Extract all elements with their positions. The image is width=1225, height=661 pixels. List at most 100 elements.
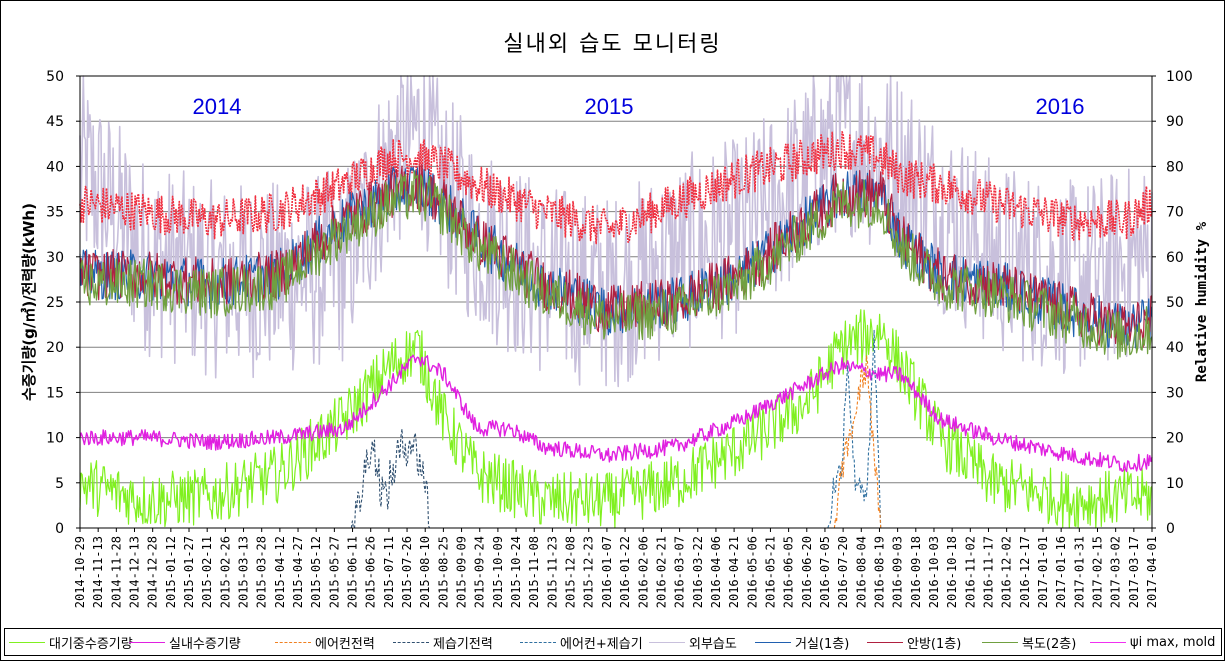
x-tick-label: 2015-11-23 xyxy=(545,536,559,608)
x-tick-label: 2014-11-13 xyxy=(91,536,105,608)
series-line xyxy=(833,355,882,529)
x-tick-label: 2016-09-18 xyxy=(909,536,923,608)
x-tick-label: 2015-07-11 xyxy=(382,536,396,608)
legend-swatch xyxy=(9,641,45,643)
x-tick-label: 2017-03-02 xyxy=(1109,536,1123,608)
legend-item: 외부습도 xyxy=(649,633,737,652)
series-line xyxy=(827,329,882,529)
x-tick-label: 2016-10-03 xyxy=(927,536,941,608)
y-right-tick-label: 30 xyxy=(1166,385,1184,401)
series-line xyxy=(79,131,1153,245)
x-tick-label: 2015-06-11 xyxy=(346,536,360,608)
x-tick-label: 2015-06-26 xyxy=(364,536,378,608)
legend-item: 거실(1층) xyxy=(755,633,850,652)
y-left-tick-label: 20 xyxy=(46,340,64,356)
x-tick-label: 2015-02-11 xyxy=(200,536,214,608)
legend-item: 제습기전력 xyxy=(393,633,493,652)
x-tick-label: 2015-11-08 xyxy=(527,536,541,608)
x-tick-label: 2015-03-28 xyxy=(255,536,269,608)
x-tick-label: 2016-02-21 xyxy=(654,536,668,608)
x-tick-label: 2016-11-17 xyxy=(981,536,995,608)
legend-label: 에어컨+제습기 xyxy=(560,636,643,652)
x-tick-label: 2015-02-26 xyxy=(218,536,232,608)
x-tick-label: 2015-01-12 xyxy=(164,536,178,608)
x-tick-label: 2016-08-19 xyxy=(872,536,886,608)
series-line xyxy=(79,75,1153,388)
x-tick-label: 2014-11-28 xyxy=(109,536,123,608)
x-tick-label: 2016-06-05 xyxy=(782,536,796,608)
series-line xyxy=(79,354,1153,473)
y-left-tick-label: 15 xyxy=(46,385,64,401)
plot-border xyxy=(79,75,1153,529)
y-left-tick-label: 45 xyxy=(46,114,64,130)
legend-swatch xyxy=(867,641,903,643)
x-tick-label: 2014-12-28 xyxy=(146,536,160,608)
x-tick-label: 2016-06-20 xyxy=(800,536,814,608)
x-tick-label: 2015-04-12 xyxy=(273,536,287,608)
x-tick-label: 2014-12-13 xyxy=(128,536,142,608)
chart-title: 실내외 습도 모니터링 xyxy=(503,32,722,57)
y-left-tick-label: 5 xyxy=(55,476,64,492)
y-left-axis-label: 수증기량(g/㎥)/전력량(kWh) xyxy=(20,203,38,401)
year-annotation: 2014 xyxy=(193,94,242,119)
legend-label: 실내수증기량 xyxy=(169,636,241,652)
legend-label: 거실(1층) xyxy=(795,636,850,652)
legend-swatch xyxy=(520,641,556,643)
legend-label: 외부습도 xyxy=(689,636,737,652)
y-left-tick-label: 30 xyxy=(46,250,64,266)
y-right-tick-label: 80 xyxy=(1166,159,1184,175)
x-tick-label: 2016-10-18 xyxy=(945,536,959,608)
x-tick-label: 2017-01-16 xyxy=(1054,536,1068,608)
series-line xyxy=(79,170,1153,360)
legend-label: 복도(2층) xyxy=(1022,636,1077,652)
x-tick-label: 2016-08-04 xyxy=(854,536,868,608)
legend-label: 안방(1층) xyxy=(907,636,962,652)
x-tick-label: 2015-01-27 xyxy=(182,536,196,608)
x-tick-label: 2015-09-09 xyxy=(455,536,469,608)
x-tick-label: 2015-04-27 xyxy=(291,536,305,608)
x-tick-label: 2016-01-07 xyxy=(600,536,614,608)
x-tick-label: 2017-01-01 xyxy=(1036,536,1050,608)
x-tick-label: 2016-05-06 xyxy=(745,536,759,608)
legend-item: 안방(1층) xyxy=(867,633,962,652)
x-tick-label: 2016-12-17 xyxy=(1018,536,1032,608)
x-tick-label: 2017-04-01 xyxy=(1145,536,1159,608)
x-tick-label: 2016-04-06 xyxy=(709,536,723,608)
x-tick-label: 2016-05-21 xyxy=(763,536,777,608)
x-tick-label: 2015-05-12 xyxy=(309,536,323,608)
legend-label: ψi max, mold xyxy=(1130,634,1216,650)
x-tick-label: 2014-10-29 xyxy=(73,536,87,608)
x-tick-label: 2016-07-20 xyxy=(836,536,850,608)
legend-swatch xyxy=(649,641,685,643)
x-tick-label: 2015-09-24 xyxy=(473,536,487,608)
legend-swatch xyxy=(393,641,429,643)
y-right-tick-label: 20 xyxy=(1166,431,1184,447)
legend-item: 대기중수증기량 xyxy=(9,633,133,652)
x-tick-label: 2015-10-09 xyxy=(491,536,505,608)
legend-item: 실내수증기량 xyxy=(129,633,241,652)
y-left-tick-label: 40 xyxy=(46,159,64,175)
legend-item: 에어컨+제습기 xyxy=(520,633,643,652)
x-tick-label: 2015-03-13 xyxy=(237,536,251,608)
x-tick-label: 2015-05-27 xyxy=(327,536,341,608)
y-left-tick-label: 35 xyxy=(46,205,64,221)
x-tick-label: 2016-03-07 xyxy=(673,536,687,608)
legend-label: 에어컨전력 xyxy=(315,636,375,652)
y-right-tick-label: 100 xyxy=(1166,69,1193,85)
y-right-tick-label: 60 xyxy=(1166,250,1184,266)
y-right-tick-label: 10 xyxy=(1166,476,1184,492)
y-left-tick-label: 10 xyxy=(46,431,64,447)
x-tick-label: 2015-08-10 xyxy=(418,536,432,608)
x-tick-label: 2017-03-17 xyxy=(1127,536,1141,608)
x-tick-label: 2016-11-02 xyxy=(963,536,977,608)
y-left-tick-label: 25 xyxy=(46,295,64,311)
legend: 대기중수증기량 실내수증기량 에어컨전력 제습기전력 에어컨+제습기 외부습도 거실(1층)… xyxy=(4,628,1222,656)
y-right-axis-label: Relative humidity % xyxy=(1194,221,1210,382)
y-right-tick-label: 90 xyxy=(1166,114,1184,130)
legend-swatch xyxy=(275,641,311,643)
legend-item: 복도(2층) xyxy=(982,633,1077,652)
y-left-tick-label: 0 xyxy=(55,521,64,537)
y-right-tick-label: 40 xyxy=(1166,340,1184,356)
x-tick-label: 2016-01-22 xyxy=(618,536,632,608)
